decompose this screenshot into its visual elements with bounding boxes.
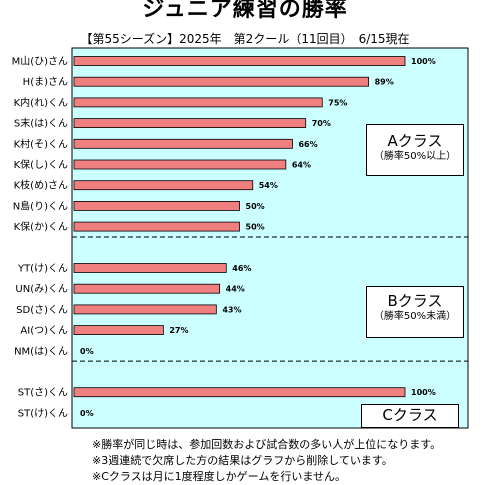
class-b-label: Bクラス （勝率50%未満）: [366, 286, 464, 338]
bar: [73, 283, 221, 294]
class-b-note: （勝率50%未満）: [373, 310, 457, 322]
data-label: 75%: [328, 98, 347, 107]
category-label: K保(か)くん: [14, 220, 68, 233]
category-label: UN(み)くん: [15, 283, 68, 295]
bar: [73, 138, 293, 149]
data-label: 89%: [375, 78, 394, 87]
category-label: S末(は)くん: [14, 117, 68, 130]
chart-subtitle: 【第55シーズン】2025年 第2クール（11回目） 6/15現在: [80, 32, 410, 46]
data-label: 44%: [226, 285, 245, 294]
bar: [73, 221, 240, 232]
data-label: 50%: [246, 223, 265, 232]
category-label: NM(は)くん: [14, 345, 68, 357]
category-label: K枝(め)さん: [14, 179, 68, 192]
data-label: 46%: [232, 264, 251, 273]
category-label: K内(れ)くん: [14, 96, 68, 109]
data-label: 100%: [411, 388, 436, 397]
data-label: 66%: [298, 140, 317, 149]
bar: [73, 387, 406, 398]
bar: [73, 304, 217, 315]
footnote-2: ※3週連続で欠席した方の結果はグラフから削除しています。: [92, 454, 393, 467]
data-label: 27%: [169, 326, 188, 335]
class-c-label: Cクラス: [361, 404, 459, 428]
data-label: 70%: [312, 119, 331, 128]
data-label: 54%: [259, 181, 278, 190]
plot-area: [71, 47, 469, 429]
category-label: K村(そ)くん: [14, 137, 68, 150]
category-label: ST(さ)くん: [18, 387, 68, 399]
bar: [73, 97, 323, 108]
category-label: AI(つ)くん: [20, 325, 68, 337]
category-label: ST(け)くん: [18, 407, 68, 419]
class-a-label: Aクラス （勝率50%以上）: [366, 124, 464, 176]
category-label: N島(り)くん: [13, 199, 68, 212]
data-label: 64%: [292, 161, 311, 170]
category-label: K保(し)くん: [14, 158, 68, 171]
bar: [73, 56, 406, 66]
category-label: H(ま)さん: [23, 76, 68, 88]
bar: [73, 180, 254, 191]
bar: [73, 263, 227, 273]
chart-title: ジュニア練習の勝率: [142, 0, 348, 22]
category-label: SD(さ)くん: [16, 304, 68, 316]
data-label: 50%: [246, 202, 265, 211]
class-b-name: Bクラス: [387, 292, 443, 310]
data-label: 0%: [80, 409, 94, 418]
footnote-3: ※Cクラスは月に1度程度しかゲームを行いません。: [92, 470, 347, 483]
bar: [73, 325, 164, 336]
footnote-1: ※勝率が同じ時は、参加回数および試合数の多い人が上位になります。: [92, 438, 442, 451]
category-label: YT(け)くん: [17, 263, 68, 275]
bar: [73, 159, 287, 170]
bar: [73, 76, 369, 87]
data-label: 100%: [411, 57, 436, 66]
class-c-name: Cクラス: [382, 406, 438, 424]
data-label: 43%: [222, 305, 241, 314]
data-label: 0%: [80, 347, 94, 356]
bar: [73, 200, 240, 211]
class-a-name: Aクラス: [387, 132, 443, 150]
bar: [73, 118, 307, 128]
class-a-note: （勝率50%以上）: [373, 150, 457, 162]
category-label: M山(ひ)さん: [12, 56, 68, 68]
footnotes: ※勝率が同じ時は、参加回数および試合数の多い人が上位になります。 ※3週連続で欠…: [92, 437, 441, 485]
